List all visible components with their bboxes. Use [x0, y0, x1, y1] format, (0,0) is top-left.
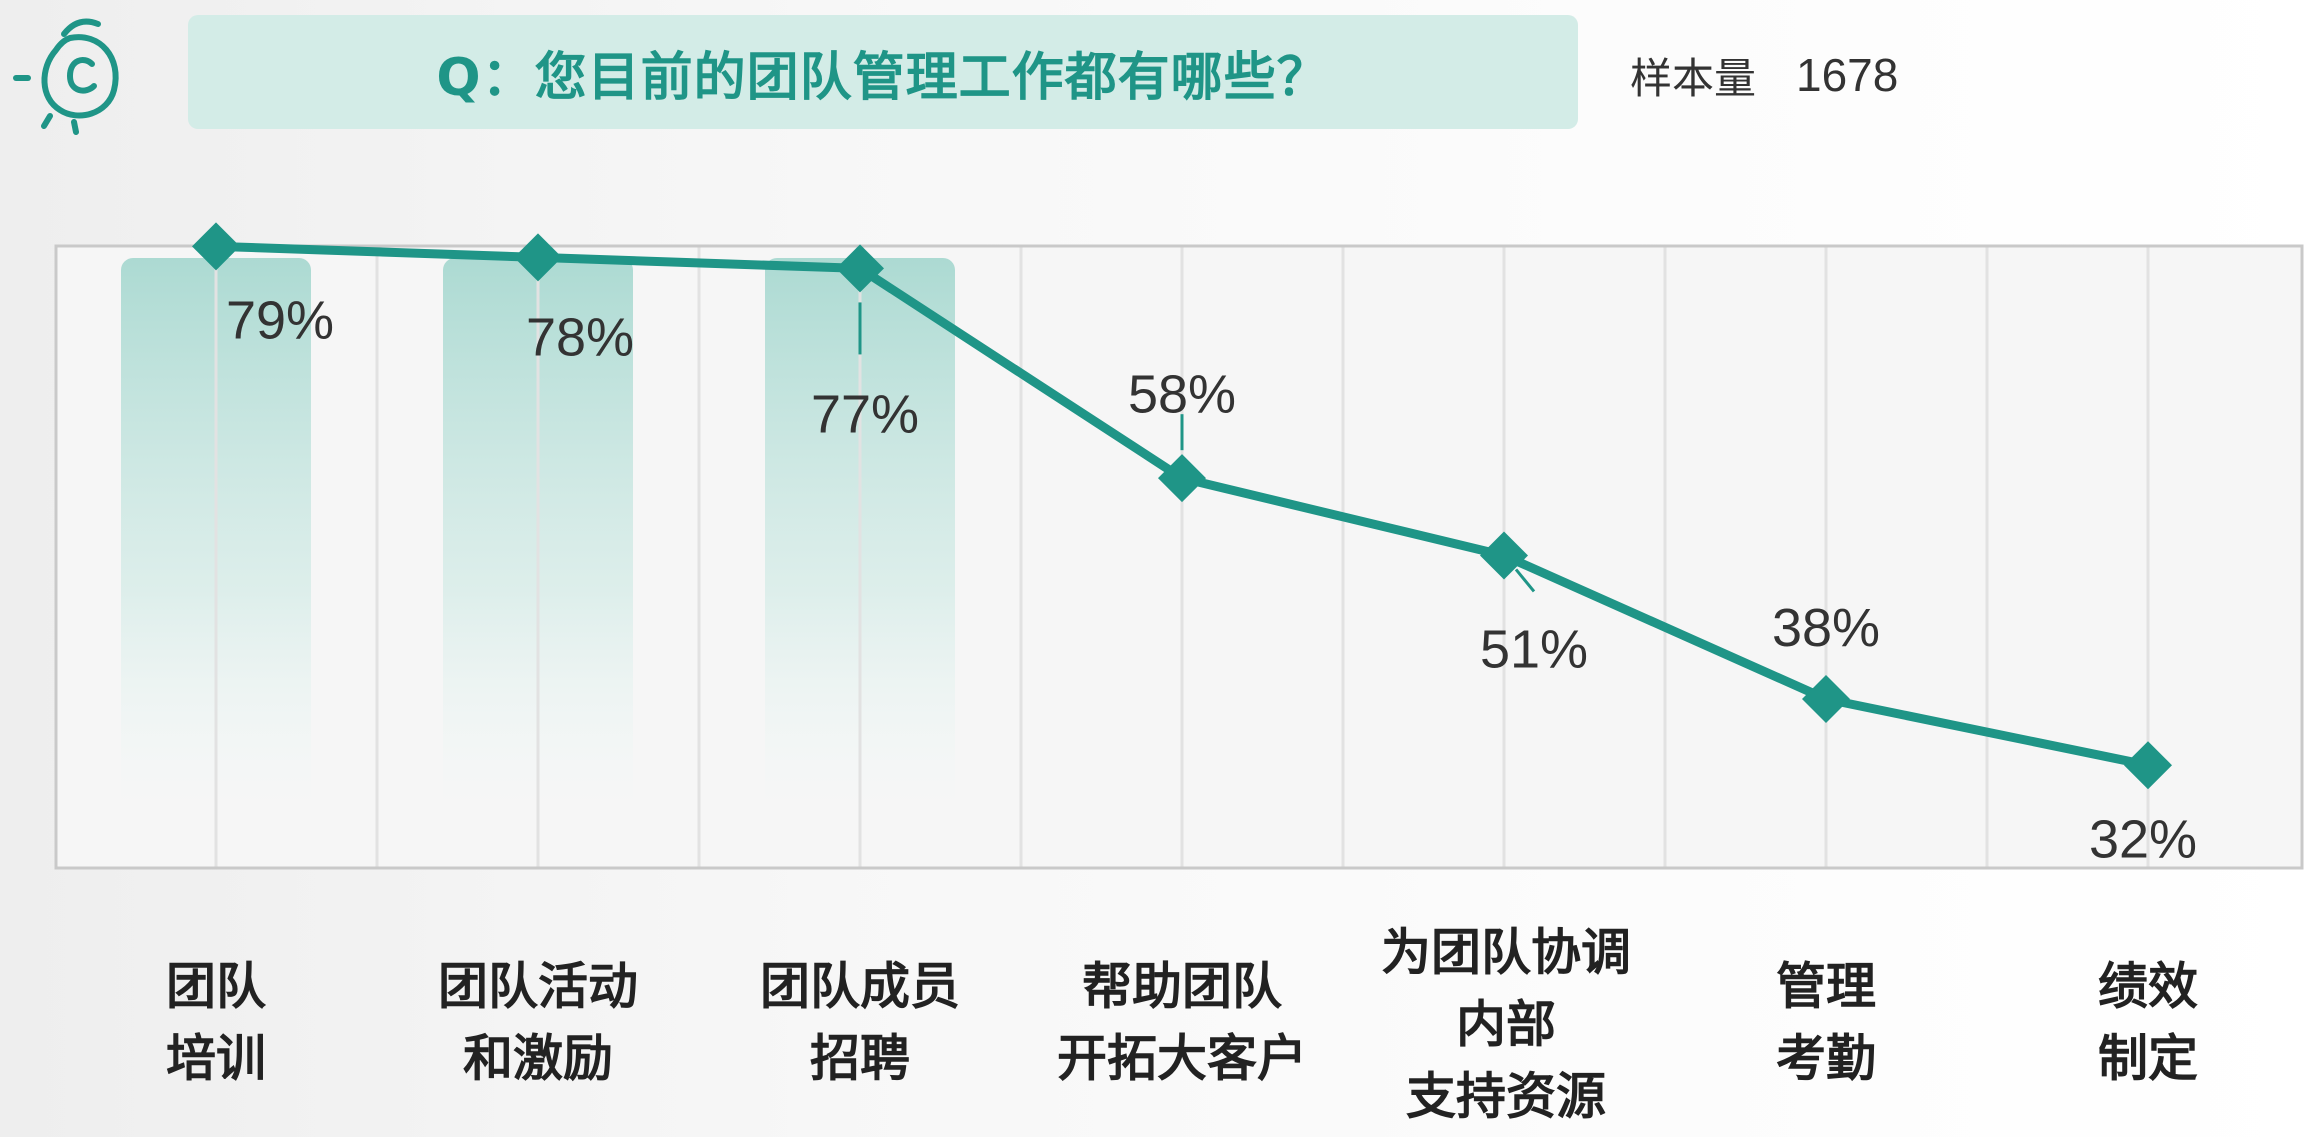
value-label: 58%: [1128, 364, 1236, 424]
data-point-marker: [1158, 454, 1206, 503]
category-label: 团队: [166, 958, 267, 1016]
category-label: 帮助团队: [1082, 958, 1283, 1016]
category-label: 制定: [2098, 1030, 2198, 1088]
sample-size: 样本量 1678: [1630, 40, 1898, 110]
category-label: 培训: [166, 1030, 266, 1088]
question-title: Q：您目前的团队管理工作都有哪些？: [436, 47, 1330, 108]
data-point-marker: [1480, 531, 1528, 580]
value-leader-line: [1514, 568, 1536, 593]
sample-size-label: 样本量: [1630, 53, 1757, 103]
category-label: 考勤: [1776, 1030, 1876, 1088]
value-label: 78%: [526, 308, 634, 368]
plot-area: [56, 246, 2302, 868]
data-point-marker: [2124, 741, 2172, 790]
category-label: 团队成员: [760, 958, 960, 1016]
category-label: 和激励: [463, 1030, 613, 1088]
value-label: 77%: [811, 385, 919, 445]
data-point-marker: [192, 222, 240, 271]
category-label: 为团队协调: [1381, 924, 1631, 982]
category-label: 绩效: [2098, 958, 2198, 1016]
category-label: 内部: [1456, 996, 1556, 1054]
category-label: 团队活动: [438, 958, 638, 1016]
category-label: 管理: [1776, 958, 1876, 1016]
data-point-marker: [514, 233, 562, 282]
category-label: 招聘: [810, 1030, 910, 1088]
value-label: 79%: [226, 291, 334, 351]
value-label: 51%: [1480, 620, 1588, 680]
data-point-marker: [1802, 674, 1850, 723]
plot-frame: [54, 244, 2304, 870]
value-label: 32%: [2089, 809, 2197, 869]
question-title-banner: Q：您目前的团队管理工作都有哪些？: [188, 15, 1578, 129]
category-label: 开拓大客户: [1057, 1030, 1307, 1088]
category-label: 支持资源: [1406, 1068, 1606, 1126]
data-point-marker: [836, 244, 884, 293]
avocado-c-logo-icon: [13, 18, 119, 135]
value-label: 38%: [1772, 598, 1880, 658]
sample-size-value: 1678: [1796, 49, 1899, 101]
